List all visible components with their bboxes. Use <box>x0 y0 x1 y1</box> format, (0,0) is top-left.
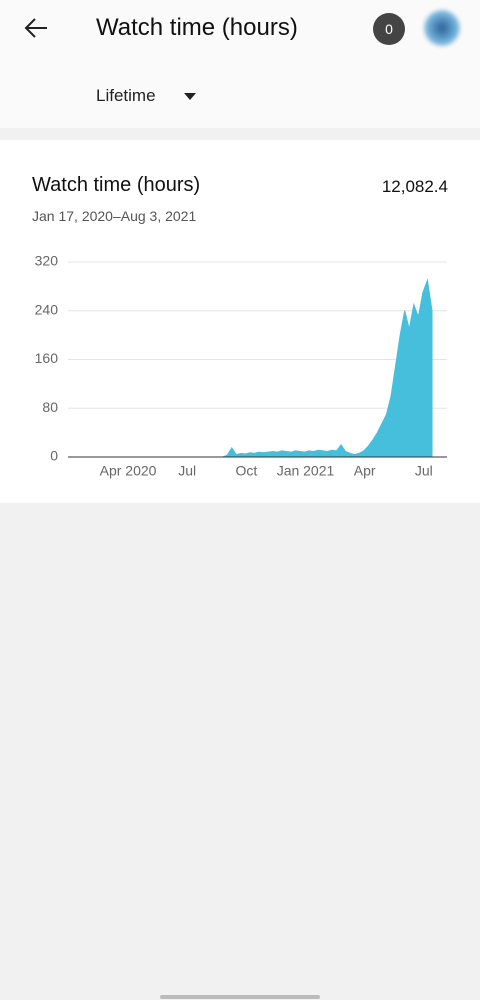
chart: 0 80 160 240 320 Apr 2020 Jul Oct Jan 2021 Apr Jul <box>35 253 447 479</box>
y-tick-label: 240 <box>35 301 59 317</box>
y-tick-label: 160 <box>35 350 59 366</box>
avatar[interactable] <box>424 10 460 46</box>
total-value: 12,082.4 <box>381 177 448 196</box>
back-button[interactable] <box>22 14 52 42</box>
x-tick-label: Jul <box>415 463 433 479</box>
area <box>68 278 433 458</box>
y-tick-label: 320 <box>35 253 59 269</box>
home-indicator <box>160 995 320 999</box>
x-tick-label: Oct <box>235 463 257 479</box>
dropdown-arrow[interactable] <box>183 91 197 101</box>
date-range: Jan 17, 2020–Aug 3, 2021 <box>32 208 197 224</box>
period-filter[interactable]: Lifetime <box>96 86 156 105</box>
chart-title: Watch time (hours) <box>32 174 201 196</box>
app-header: Watch time (hours) 0 Lifetime <box>0 0 480 128</box>
x-tick-label: Apr 2020 <box>100 463 157 479</box>
y-tick-label: 80 <box>42 399 58 415</box>
y-tick-label: 0 <box>50 448 58 464</box>
chart-card: Watch time (hours) 12,082.4 Jan 17, 2020… <box>0 140 480 503</box>
page-title: Watch time (hours) <box>96 14 298 41</box>
notification-badge[interactable]: 0 <box>373 13 405 45</box>
x-tick-label: Apr <box>354 463 376 479</box>
x-tick-label: Jul <box>178 463 196 479</box>
x-tick-label: Jan 2021 <box>277 463 335 479</box>
